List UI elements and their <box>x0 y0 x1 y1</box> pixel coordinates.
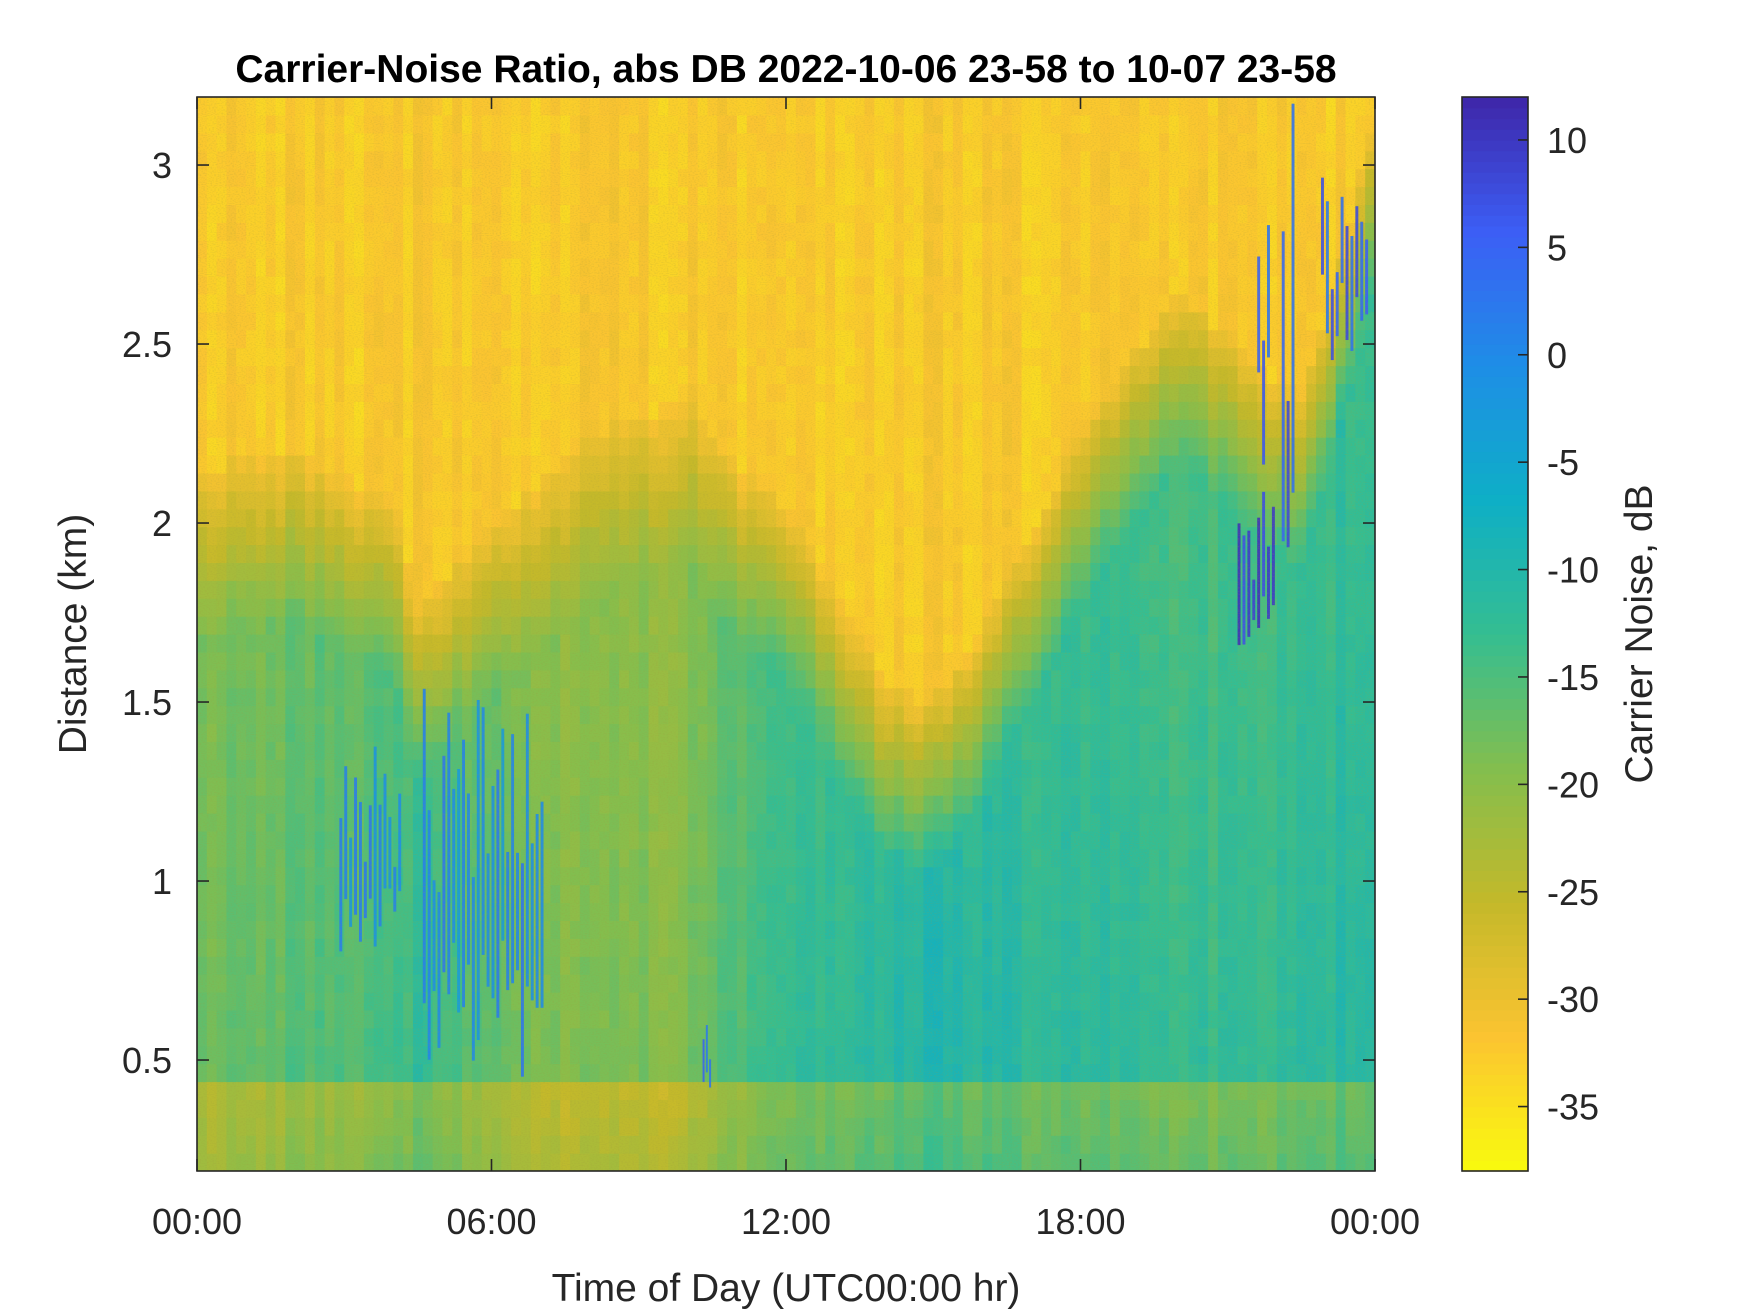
chart-title: Carrier-Noise Ratio, abs DB 2022-10-06 2… <box>235 48 1336 91</box>
heatmap-plot-area <box>197 97 1375 1171</box>
